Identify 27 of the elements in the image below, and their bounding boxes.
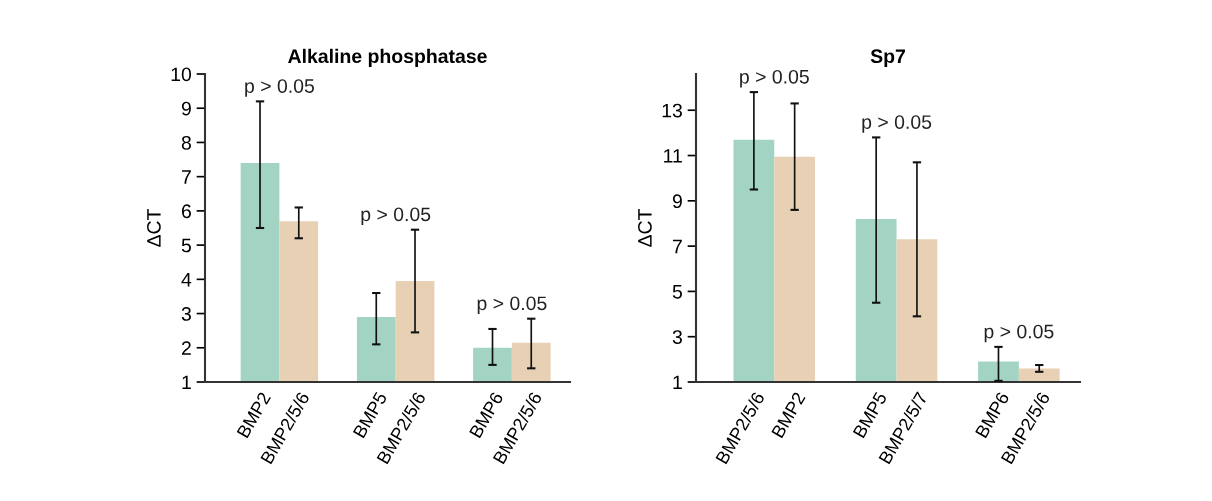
y-tick-label: 8 (181, 135, 191, 150)
y-tick-label: 1 (182, 375, 191, 390)
y-tick-label: 7 (672, 239, 682, 254)
y-tick-label: 7 (181, 170, 191, 184)
annotation: p > 0.05 (740, 69, 809, 88)
y-tick-label: 9 (672, 194, 682, 209)
y-tick-label: 6 (181, 204, 191, 219)
chart-title: Alkaline phosphatase (288, 48, 487, 67)
annotation: p > 0.05 (862, 115, 932, 133)
y-tick-label: 4 (181, 273, 192, 287)
y-tick-label: 3 (181, 307, 191, 321)
y-tick-label: 5 (672, 285, 682, 299)
y-axis-title: ΔCT (147, 208, 161, 247)
y-tick-label: 5 (181, 238, 191, 253)
annotation: p > 0.05 (245, 79, 314, 97)
y-tick-label: 1 (673, 375, 682, 390)
y-tick-label: 10 (171, 67, 192, 82)
y-tick-label: 13 (662, 103, 682, 118)
y-tick-label: 3 (672, 330, 682, 344)
annotation: p > 0.05 (984, 324, 1054, 343)
y-tick-label: 11 (664, 149, 682, 163)
y-tick-label: 2 (181, 341, 191, 355)
y-tick-label: 9 (181, 101, 191, 116)
annotation: p > 0.05 (477, 296, 547, 315)
annotation: p > 0.05 (361, 207, 431, 226)
chart-title: Sp7 (870, 49, 905, 67)
y-axis-title: ΔCT (638, 208, 652, 247)
